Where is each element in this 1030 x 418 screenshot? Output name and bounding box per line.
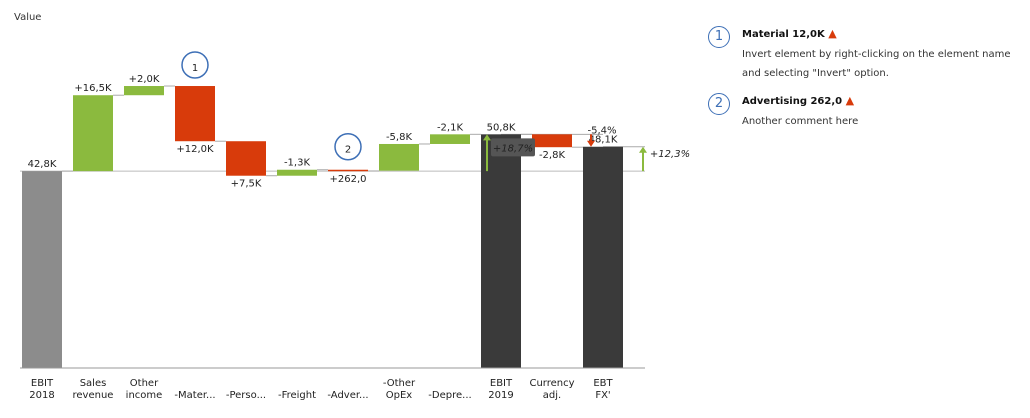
arrow-up-icon-head bbox=[483, 134, 491, 141]
category-label: revenue bbox=[73, 390, 114, 401]
bar-8 bbox=[430, 134, 470, 144]
category-label: -Freight bbox=[278, 390, 316, 401]
delta-label: +18,7% bbox=[493, 143, 533, 154]
marker-number: 2 bbox=[345, 145, 351, 156]
data-label: +262,0 bbox=[329, 174, 366, 185]
category-label: 2019 bbox=[488, 390, 513, 401]
bar-10 bbox=[532, 134, 572, 148]
data-label: +7,5K bbox=[231, 179, 262, 190]
comment-title: Material 12,0K bbox=[742, 29, 825, 40]
comment-body: Another comment here bbox=[742, 116, 859, 127]
category-label: FX' bbox=[595, 390, 610, 401]
category-label: -Mater... bbox=[174, 390, 215, 401]
category-label: EBT bbox=[593, 378, 613, 389]
data-label: +2,0K bbox=[129, 74, 160, 85]
bar-7 bbox=[379, 143, 419, 171]
category-label: Other bbox=[130, 378, 159, 389]
waterfall-chart: 42,8KEBIT2018+16,5KSalesrevenue+2,0KOthe… bbox=[20, 51, 690, 401]
bar-6 bbox=[328, 169, 368, 172]
marker-number: 1 bbox=[192, 63, 198, 74]
category-label: 2018 bbox=[29, 390, 54, 401]
data-label: -5,8K bbox=[386, 132, 413, 143]
comment-2[interactable]: 2 Advertising 262,0 ▲ Another comment he… bbox=[708, 93, 1028, 131]
delta-label: +12,3% bbox=[650, 149, 690, 160]
triangle-up-icon: ▲ bbox=[845, 94, 855, 107]
data-label: +16,5K bbox=[74, 83, 112, 94]
bar-3 bbox=[175, 86, 215, 142]
category-label: Sales bbox=[80, 378, 107, 389]
category-label: income bbox=[126, 390, 163, 401]
bar-9 bbox=[481, 134, 521, 368]
category-label: -Depre... bbox=[428, 390, 471, 401]
marker-circle bbox=[181, 51, 209, 79]
comment-1[interactable]: 1 Material 12,0K ▲ Invert element by rig… bbox=[708, 26, 1028, 83]
category-label: EBIT bbox=[31, 378, 54, 389]
data-label: 48,1K bbox=[589, 135, 618, 146]
marker-circle bbox=[334, 132, 362, 161]
data-label: -2,8K bbox=[539, 150, 566, 161]
triangle-up-icon: ▲ bbox=[828, 27, 837, 40]
comment-number-badge: 2 bbox=[708, 93, 730, 115]
comments-panel: 1 Material 12,0K ▲ Invert element by rig… bbox=[708, 26, 1028, 141]
data-label: -1,3K bbox=[284, 158, 311, 169]
delta-label: -5,4% bbox=[587, 125, 616, 136]
bar-11 bbox=[583, 146, 623, 368]
data-label: +12,0K bbox=[176, 144, 214, 155]
arrow-up-icon-head bbox=[639, 146, 647, 153]
data-label: 50,8K bbox=[487, 122, 516, 133]
bar-5 bbox=[277, 169, 317, 176]
delta-label-box bbox=[491, 138, 535, 157]
category-label: adj. bbox=[543, 390, 561, 401]
category-label: OpEx bbox=[386, 390, 413, 401]
bar-2 bbox=[124, 86, 164, 96]
category-label: -Perso... bbox=[226, 390, 266, 401]
arrow-down-icon-head bbox=[587, 140, 595, 147]
data-label: 42,8K bbox=[28, 159, 57, 170]
comment-body: Invert element by right-clicking on the … bbox=[742, 49, 1011, 79]
comment-title: Advertising 262,0 bbox=[742, 96, 843, 107]
bar-4 bbox=[226, 141, 266, 176]
comment-number-badge: 1 bbox=[708, 26, 730, 48]
bar-1 bbox=[73, 95, 113, 172]
category-label: EBIT bbox=[490, 378, 513, 389]
category-label: -Adver... bbox=[327, 390, 368, 401]
y-axis-label: Value bbox=[14, 12, 42, 23]
category-label: Currency bbox=[529, 378, 574, 389]
bar-0 bbox=[22, 171, 62, 368]
data-label: -2,1K bbox=[437, 122, 464, 133]
category-label: -Other bbox=[383, 378, 416, 389]
